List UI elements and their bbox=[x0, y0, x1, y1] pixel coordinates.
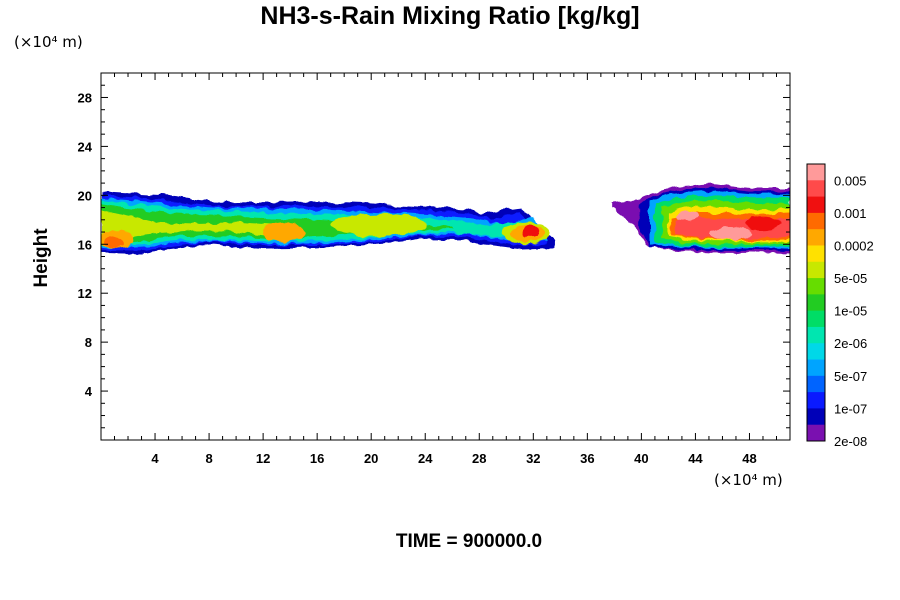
colorbar-swatch bbox=[807, 310, 825, 328]
time-label: TIME = 900000.0 bbox=[395, 531, 543, 552]
y-tick-label: 20 bbox=[78, 188, 92, 203]
plot-frame bbox=[100, 72, 791, 441]
colorbar-swatch bbox=[807, 359, 825, 377]
x-axis-unit: (×10⁴ m) bbox=[714, 471, 783, 489]
contour-5e-05 bbox=[101, 210, 304, 239]
colorbar-swatch bbox=[807, 229, 825, 246]
x-tick-label: 44 bbox=[688, 451, 703, 466]
y-tick-label: 28 bbox=[78, 90, 92, 105]
colorbar-swatch bbox=[807, 343, 825, 360]
colorbar: 0.005 0.001 0.0002 5e-05 1e-05 2e-06 5e-07 1e-0… bbox=[806, 163, 874, 449]
colorbar-swatch bbox=[807, 375, 825, 393]
x-tick-label: 4 bbox=[151, 451, 159, 466]
field-contours bbox=[101, 183, 790, 255]
colorbar-swatch bbox=[807, 245, 825, 263]
y-tick-label: 12 bbox=[78, 286, 92, 301]
x-tick-label: 8 bbox=[205, 451, 212, 466]
x-tick-label: 48 bbox=[742, 451, 756, 466]
colorbar-label: 2e-08 bbox=[834, 434, 867, 449]
colorbar-label: 2e-06 bbox=[834, 336, 867, 351]
colorbar-frame bbox=[806, 163, 826, 442]
y-axis-unit: (×10⁴ m) bbox=[14, 33, 83, 51]
colorbar-swatch bbox=[807, 261, 825, 279]
x-tick-label: 12 bbox=[256, 451, 270, 466]
colorbar-label: 5e-07 bbox=[834, 369, 867, 384]
colorbar-label: 1e-05 bbox=[834, 304, 867, 319]
colorbar-label: 1e-07 bbox=[834, 401, 867, 416]
chart-title: NH3-s-Rain Mixing Ratio [kg/kg] bbox=[260, 2, 640, 30]
colorbar-swatch bbox=[807, 294, 825, 312]
colorbar-swatch bbox=[807, 180, 825, 197]
contour-1e-03-core-c bbox=[522, 224, 539, 237]
mixing-ratio-field bbox=[101, 183, 790, 255]
contour-east-5e-03-b bbox=[676, 211, 699, 222]
y-tick-label: 16 bbox=[78, 237, 92, 252]
colorbar-label: 0.001 bbox=[834, 206, 867, 221]
x-tick-label: 20 bbox=[364, 451, 378, 466]
contour-2e-06-blob bbox=[330, 213, 426, 236]
y-tick-label: 24 bbox=[78, 139, 93, 154]
colorbar-label: 0.0002 bbox=[834, 238, 874, 253]
x-tick-label: 28 bbox=[472, 451, 486, 466]
colorbar-swatch bbox=[807, 326, 825, 344]
colorbar-swatch bbox=[807, 164, 825, 181]
colorbar-swatch bbox=[807, 278, 825, 295]
contour-east-1e-03-b bbox=[745, 216, 781, 231]
colorbar-label: 5e-05 bbox=[834, 271, 867, 286]
x-tick-label: 32 bbox=[526, 451, 540, 466]
x-tick-label: 36 bbox=[580, 451, 594, 466]
colorbar-swatch bbox=[807, 424, 825, 442]
colorbar-swatch bbox=[807, 392, 825, 409]
colorbar-swatch bbox=[807, 212, 825, 230]
contour-1e-03-core-a bbox=[105, 236, 124, 248]
y-tick-label: 8 bbox=[85, 335, 92, 350]
contour-east-5e-03-a bbox=[708, 226, 753, 240]
x-tick-label: 40 bbox=[634, 451, 648, 466]
colorbar-swatch bbox=[807, 408, 825, 426]
x-tick-label: 16 bbox=[310, 451, 324, 466]
y-tick-label: 4 bbox=[85, 384, 93, 399]
x-tick-label: 24 bbox=[418, 451, 433, 466]
colorbar-swatch bbox=[807, 196, 825, 214]
contour-2e-04-core-b bbox=[263, 222, 307, 242]
colorbar-label: 0.005 bbox=[834, 173, 867, 188]
